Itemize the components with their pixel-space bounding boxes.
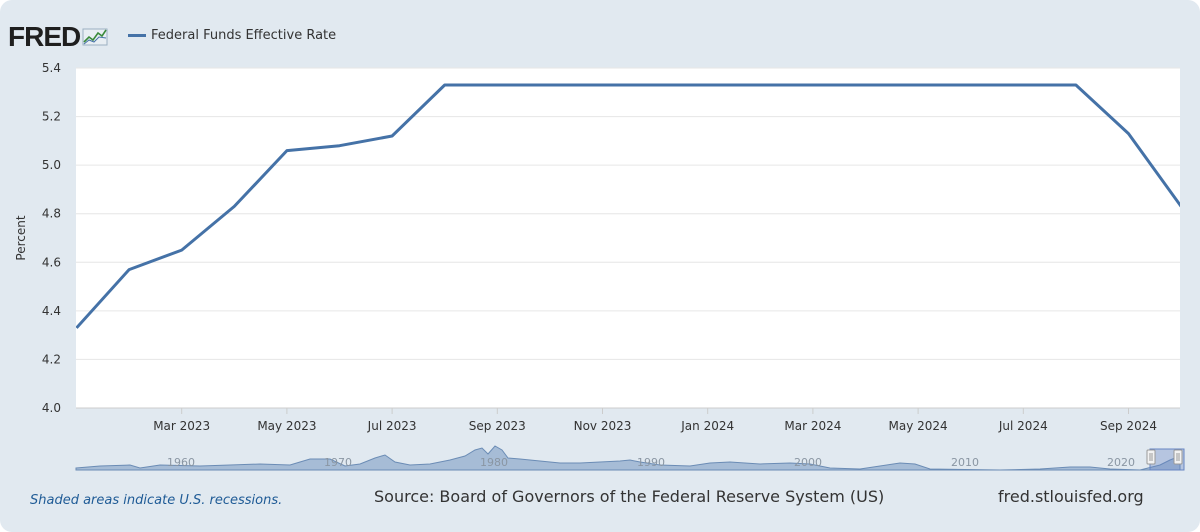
x-tick-label: Jan 2024 [680, 419, 734, 433]
x-tick-label: Mar 2023 [153, 419, 210, 433]
x-tick-label: Jul 2023 [367, 419, 417, 433]
chart-legend[interactable]: Federal Funds Effective Rate [128, 28, 336, 43]
navigator-tick-label: 1960 [167, 456, 195, 469]
recession-note: Shaded areas indicate U.S. recessions. [30, 493, 283, 508]
navigator-tick-label: 1970 [324, 456, 352, 469]
x-tick-label: May 2023 [257, 419, 316, 433]
fred-logo[interactable]: FRED [8, 20, 108, 54]
x-tick-label: Jul 2024 [998, 419, 1048, 433]
navigator-area [75, 445, 1181, 471]
x-tick-label: Sep 2024 [1100, 419, 1157, 433]
legend-label: Federal Funds Effective Rate [151, 28, 337, 43]
series-line [76, 83, 1180, 329]
navigator-handle[interactable] [1173, 449, 1183, 465]
navigator-handle[interactable] [1146, 449, 1156, 465]
y-tick-label: 5.4 [42, 61, 61, 75]
y-tick-label: 5.2 [42, 110, 61, 124]
source-text: Source: Board of Governors of the Federa… [374, 487, 885, 506]
x-tick-label: May 2024 [889, 419, 948, 433]
y-tick-label: 4.8 [42, 207, 61, 221]
y-tick-label: 5.0 [42, 158, 61, 172]
x-tick-label: Mar 2024 [784, 419, 841, 433]
navigator-tick-label: 2020 [1107, 456, 1135, 469]
x-tick-label: Sep 2023 [469, 419, 526, 433]
navigator-tick-label: 1980 [480, 456, 508, 469]
y-tick-label: 4.2 [42, 352, 61, 366]
navigator-tick-label: 1990 [637, 456, 665, 469]
y-tick-label: 4.4 [42, 304, 61, 318]
navigator-tick-label: 2010 [951, 456, 979, 469]
fred-logo-text: FRED [8, 21, 81, 52]
y-tick-label: 4.6 [42, 255, 61, 269]
y-axis-label: Percent [14, 215, 28, 261]
y-tick-label: 4.0 [42, 401, 61, 415]
navigator-tick-label: 2000 [794, 456, 822, 469]
fred-url-link[interactable]: fred.stlouisfed.org [998, 487, 1144, 506]
x-tick-label: Nov 2023 [574, 419, 632, 433]
legend-swatch [128, 34, 146, 37]
plot-area [76, 68, 1180, 408]
fred-graph-icon [82, 28, 108, 46]
